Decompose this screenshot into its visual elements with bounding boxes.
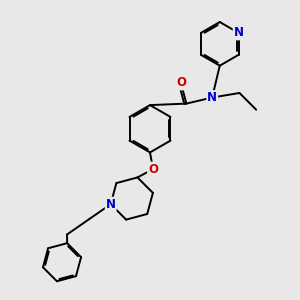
- Text: O: O: [176, 76, 186, 89]
- Text: N: N: [106, 198, 116, 211]
- Text: N: N: [207, 91, 217, 104]
- Text: N: N: [234, 26, 244, 39]
- Text: O: O: [148, 163, 158, 176]
